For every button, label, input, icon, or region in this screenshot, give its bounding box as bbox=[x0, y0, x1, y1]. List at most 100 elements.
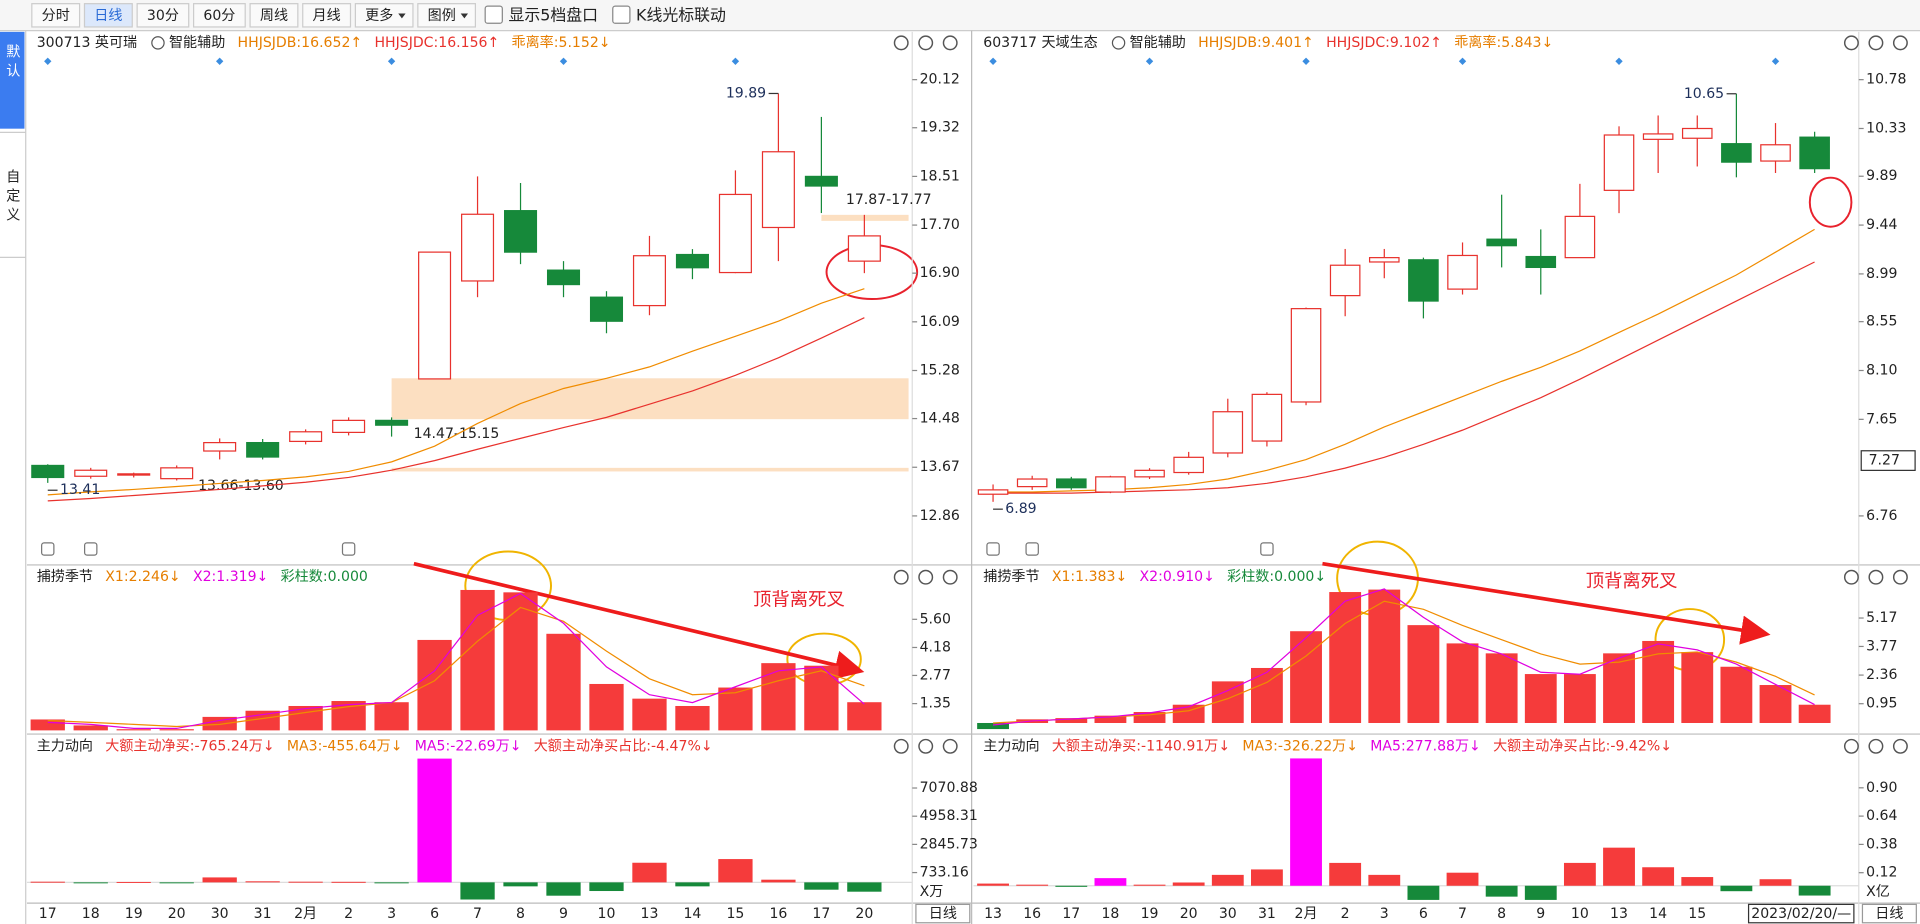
indicator-value: MA3:-455.64万↓ bbox=[287, 738, 403, 754]
candle-body bbox=[1447, 254, 1478, 290]
tab-button[interactable] bbox=[354, 3, 414, 28]
candle-body bbox=[418, 251, 452, 380]
flow-bar bbox=[1798, 885, 1831, 896]
pane-icon[interactable] bbox=[1843, 35, 1859, 51]
indicator-value: X1:2.246↓ bbox=[105, 569, 180, 585]
tab-button[interactable] bbox=[417, 3, 476, 28]
assist-label[interactable]: 智能辅助 bbox=[1130, 35, 1186, 51]
event-icon bbox=[341, 542, 356, 556]
zone-label: 17.87-17.77 bbox=[846, 192, 932, 208]
pane-icon[interactable] bbox=[942, 35, 958, 51]
pane-icon[interactable] bbox=[893, 738, 909, 754]
indicator-value: 大额主动净买占比:-9.42%↓ bbox=[1493, 738, 1672, 754]
y-tick-label: 0.38 bbox=[1866, 836, 1897, 852]
tab-label[interactable]: 周线 bbox=[260, 8, 288, 24]
tab-button[interactable] bbox=[193, 3, 246, 28]
date-label: 7 bbox=[473, 906, 482, 922]
date-label: 18 bbox=[1101, 906, 1119, 922]
date-label: 8 bbox=[516, 906, 525, 922]
pane-icon[interactable] bbox=[1868, 569, 1884, 585]
sidebar-tab[interactable]: 自定义 bbox=[4, 169, 20, 226]
timeframe: 日线 bbox=[1875, 906, 1903, 922]
tab-button[interactable] bbox=[302, 3, 352, 28]
flow-bar bbox=[1133, 884, 1166, 886]
flow-bar bbox=[546, 882, 581, 896]
indicator-value: 乖离率:5.152↓ bbox=[512, 34, 611, 51]
tab-label[interactable]: 图例 bbox=[428, 8, 456, 24]
tab-button[interactable] bbox=[83, 3, 133, 28]
tab-label[interactable]: 60分 bbox=[203, 8, 235, 24]
y-tick-label: 2.36 bbox=[1866, 667, 1897, 683]
pane-icon[interactable] bbox=[918, 569, 934, 585]
pane-icon[interactable] bbox=[893, 35, 909, 51]
annotation: 顶背离死叉 bbox=[753, 589, 845, 610]
tab-button[interactable] bbox=[136, 3, 190, 28]
candle-body bbox=[1681, 127, 1713, 139]
flow-bar bbox=[1603, 847, 1635, 886]
pane-icon[interactable] bbox=[918, 35, 934, 51]
assist-icon[interactable] bbox=[151, 36, 165, 50]
indicator-bar bbox=[632, 698, 667, 731]
tab-label[interactable]: 30分 bbox=[147, 8, 179, 24]
checkbox[interactable] bbox=[612, 5, 631, 24]
date-label: 15 bbox=[726, 906, 744, 922]
y-tick-label: 18.51 bbox=[920, 168, 960, 184]
candle-body bbox=[804, 175, 838, 187]
checkbox-label[interactable]: 显示5档盘口 bbox=[508, 5, 598, 24]
date-label: 3 bbox=[387, 906, 396, 922]
candle-body bbox=[1173, 456, 1204, 474]
y-tick-label: 17.70 bbox=[920, 217, 960, 233]
event-icon bbox=[83, 542, 98, 556]
indicator-bar bbox=[159, 729, 194, 731]
flow-bar bbox=[1563, 862, 1596, 886]
pane-icon[interactable] bbox=[1843, 569, 1859, 585]
y-tick-label: 9.89 bbox=[1866, 168, 1897, 184]
candle-body bbox=[203, 441, 237, 452]
event-marker bbox=[559, 57, 568, 65]
checkbox[interactable] bbox=[484, 5, 503, 24]
candle-body bbox=[74, 469, 108, 477]
date-label: 30 bbox=[211, 906, 229, 922]
flow-bar bbox=[847, 882, 882, 892]
pane-icon[interactable] bbox=[893, 569, 909, 585]
moving-average bbox=[993, 228, 1815, 493]
tab-button[interactable] bbox=[249, 3, 299, 28]
indicator-line bbox=[47, 606, 865, 728]
pane-icon[interactable] bbox=[1892, 569, 1908, 585]
indicator-value: 大额主动净买占比:-4.47%↓ bbox=[534, 738, 713, 754]
sidebar-tab[interactable]: 默认 bbox=[4, 44, 20, 82]
pane-icon[interactable] bbox=[1892, 738, 1908, 754]
tab-label[interactable]: 月线 bbox=[313, 8, 341, 24]
pane-icon[interactable] bbox=[1843, 738, 1859, 754]
candle-body bbox=[546, 269, 581, 286]
date-label: 31 bbox=[254, 906, 272, 922]
tab-label[interactable]: 更多 bbox=[365, 7, 393, 24]
pane-icon[interactable] bbox=[1892, 35, 1908, 51]
pane-icon[interactable] bbox=[918, 738, 934, 754]
timeframe-box bbox=[915, 903, 971, 924]
sidebar-tab-bg[interactable] bbox=[0, 31, 25, 129]
pane-icon[interactable] bbox=[942, 569, 958, 585]
y-tick-label: 0.95 bbox=[1866, 696, 1897, 712]
flow-bar bbox=[374, 882, 409, 884]
candle-body bbox=[31, 464, 65, 479]
candle-body bbox=[675, 253, 709, 269]
indicator-bar bbox=[847, 702, 882, 731]
pane-icon[interactable] bbox=[1868, 738, 1884, 754]
tab-label[interactable]: 分时 bbox=[42, 8, 70, 24]
tab-label[interactable]: 日线 bbox=[94, 8, 122, 24]
event-marker bbox=[731, 57, 740, 65]
pane-icon[interactable] bbox=[1868, 35, 1884, 51]
flow-bar bbox=[1329, 862, 1362, 886]
assist-icon[interactable] bbox=[1111, 36, 1126, 50]
date-label: 2月 bbox=[294, 906, 317, 922]
pane-icon[interactable] bbox=[942, 738, 958, 754]
checkbox-label[interactable]: K线光标联动 bbox=[636, 5, 726, 24]
assist-label[interactable]: 智能辅助 bbox=[169, 35, 225, 51]
tab-button[interactable] bbox=[31, 3, 81, 28]
candle-body bbox=[504, 210, 538, 253]
date-label: 7 bbox=[1458, 906, 1467, 922]
y-tick-label: 12.86 bbox=[920, 508, 960, 524]
date-label: 2月 bbox=[1295, 906, 1318, 922]
